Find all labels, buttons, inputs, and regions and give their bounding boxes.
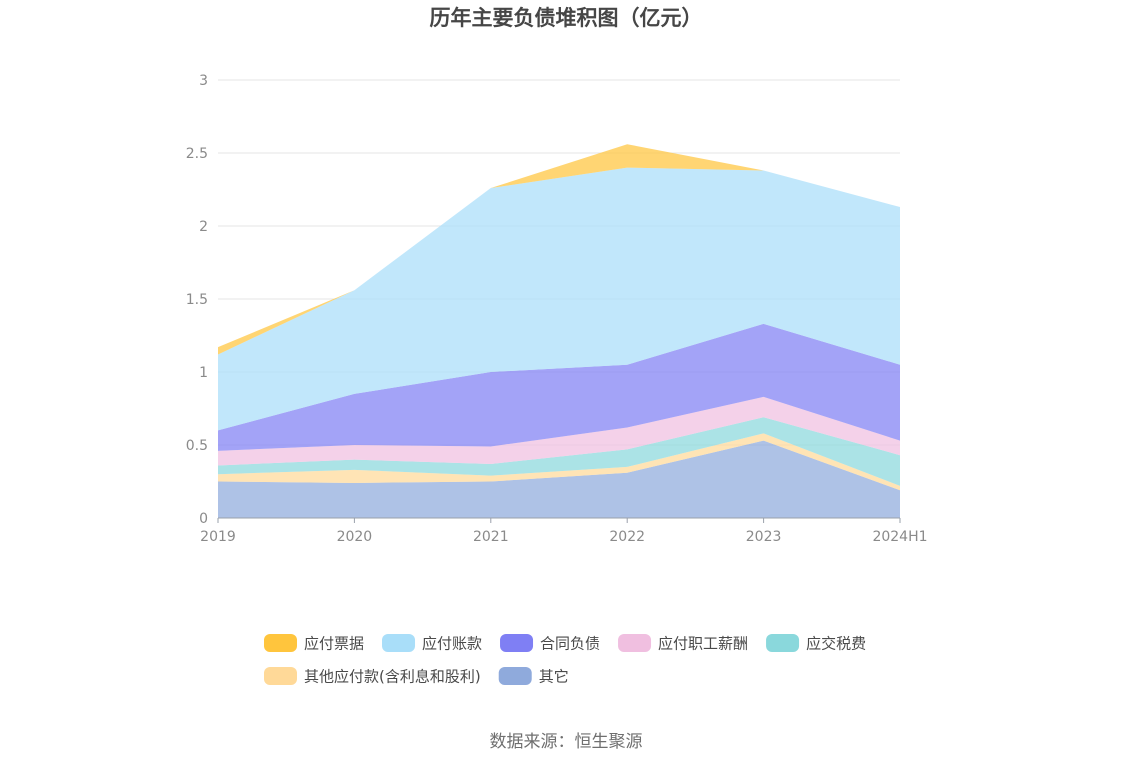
y-tick-label: 2.5 xyxy=(186,146,208,162)
y-tick-label: 0.5 xyxy=(186,438,208,454)
chart-title: 历年主要负债堆积图（亿元） xyxy=(430,6,703,30)
legend-swatch xyxy=(264,634,297,652)
area-series-3 xyxy=(218,396,900,466)
legend-label: 合同负债 xyxy=(540,635,600,653)
y-axis-ticks: 0 0.5 1 1.5 2 2.5 3 xyxy=(186,73,208,527)
legend-swatch xyxy=(766,634,800,652)
data-source: 数据来源：恒生聚源 xyxy=(490,732,643,752)
legend-label: 其它 xyxy=(539,668,569,686)
x-axis-ticks: 2019 2020 2021 2022 2023 2024H1 xyxy=(200,518,928,545)
legend-swatch xyxy=(264,667,297,685)
x-tick-label: 2024H1 xyxy=(872,529,927,545)
legend-label: 其他应付款(含利息和股利) xyxy=(304,668,481,686)
y-tick-label: 0 xyxy=(199,511,208,527)
legend-swatch xyxy=(500,634,534,652)
legend-swatch xyxy=(382,634,416,652)
legend-label: 应付账款 xyxy=(422,635,482,653)
legend-label: 应付票据 xyxy=(304,635,364,653)
legend-label: 应付职工薪酬 xyxy=(658,635,748,653)
legend-swatch xyxy=(618,634,652,652)
area-series-0 xyxy=(218,440,900,518)
x-tick-label: 2021 xyxy=(473,529,509,545)
x-tick-label: 2019 xyxy=(200,529,236,545)
y-tick-label: 2 xyxy=(199,219,208,235)
area-series-1 xyxy=(218,433,900,491)
x-tick-label: 2023 xyxy=(746,529,782,545)
y-tick-label: 3 xyxy=(199,73,208,89)
y-tick-label: 1.5 xyxy=(186,292,208,308)
legend-label: 应交税费 xyxy=(806,635,866,653)
x-tick-label: 2020 xyxy=(337,529,373,545)
area-series-4 xyxy=(218,323,900,451)
area-series xyxy=(218,144,900,518)
area-series-2 xyxy=(218,417,900,486)
legend-swatch xyxy=(498,667,532,685)
y-tick-label: 1 xyxy=(199,365,208,381)
x-tick-label: 2022 xyxy=(609,529,645,545)
area-series-5 xyxy=(218,167,900,431)
